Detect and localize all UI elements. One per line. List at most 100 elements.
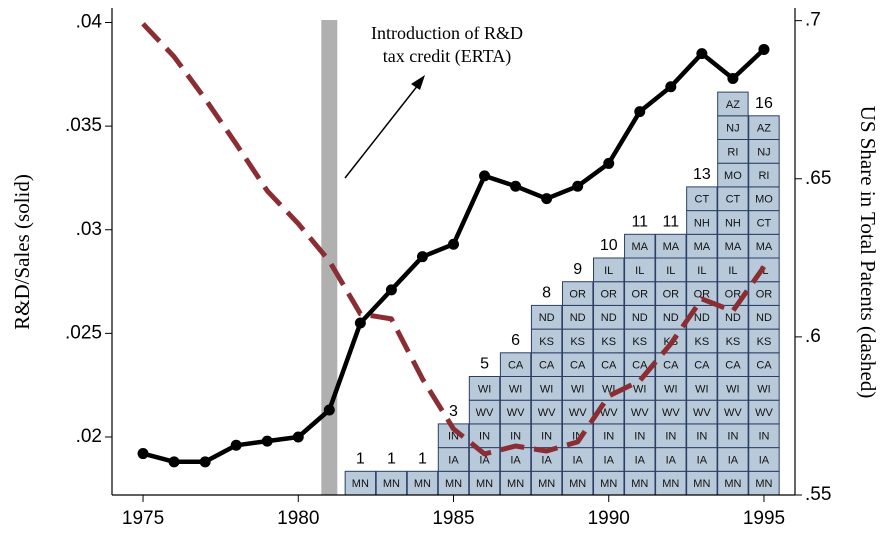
state-label: CA: [508, 360, 524, 372]
state-label: IA: [666, 454, 677, 466]
state-label: WV: [724, 407, 742, 419]
state-label: NH: [694, 217, 710, 229]
state-label: ND: [663, 312, 679, 324]
annotation-arrow: [344, 79, 423, 179]
y2-axis-label: US Share in Total Patents (dashed): [856, 106, 880, 399]
state-label: ND: [694, 312, 710, 324]
y-tick-label: .035: [65, 115, 102, 136]
state-label: MN: [476, 478, 493, 490]
state-label: MN: [569, 478, 586, 490]
state-label: WI: [757, 383, 770, 395]
data-point: [137, 448, 149, 460]
state-label: CT: [726, 194, 741, 206]
state-label: MN: [662, 478, 679, 490]
state-label: ND: [539, 312, 555, 324]
data-point: [230, 439, 242, 451]
data-point: [199, 456, 211, 468]
count-label: 5: [480, 356, 489, 373]
data-point: [758, 43, 770, 55]
state-label: IA: [479, 454, 490, 466]
state-label: WV: [569, 407, 587, 419]
count-label: 6: [511, 332, 520, 349]
state-label: OR: [663, 288, 680, 300]
x-tick-label: 1975: [122, 508, 164, 529]
state-label: IA: [541, 454, 552, 466]
state-label: MA: [694, 241, 711, 253]
state-label: IA: [697, 454, 708, 466]
state-label: CT: [757, 217, 772, 229]
state-label: IN: [665, 431, 676, 443]
state-label: KS: [632, 336, 647, 348]
state-label: KS: [539, 336, 554, 348]
annotation: tax credit (ERTA): [383, 46, 511, 67]
state-label: IL: [697, 265, 706, 277]
state-box: [748, 115, 780, 141]
state-label: ND: [570, 312, 586, 324]
state-box: [593, 257, 625, 283]
state-label: MO: [755, 194, 773, 206]
state-label: NJ: [726, 123, 739, 135]
data-point: [572, 180, 584, 192]
y-tick-label: .04: [76, 12, 103, 33]
count-label: 3: [449, 403, 458, 420]
data-point: [727, 72, 739, 84]
state-box: [437, 423, 470, 449]
state-label: WI: [633, 383, 646, 395]
state-label: OR: [600, 288, 617, 300]
state-box: [468, 376, 501, 401]
count-label: 9: [573, 261, 582, 278]
data-point: [541, 193, 553, 205]
state-box: [561, 281, 594, 306]
state-label: IN: [541, 431, 552, 443]
count-label: 8: [542, 285, 551, 302]
event-band: [321, 20, 338, 495]
state-label: MN: [755, 478, 772, 490]
series-line: [141, 22, 767, 457]
state-label: WV: [600, 407, 618, 419]
state-label: RI: [727, 146, 738, 158]
state-label: CA: [694, 360, 710, 372]
state-label: KS: [570, 336, 585, 348]
state-label: ND: [725, 312, 741, 324]
state-label: WI: [726, 383, 739, 395]
state-label: OR: [569, 288, 586, 300]
data-point: [168, 456, 180, 468]
state-label: MN: [600, 478, 617, 490]
count-label: 1: [418, 451, 427, 468]
state-label: CA: [601, 360, 617, 372]
state-label: AZ: [757, 123, 771, 135]
state-label: IN: [634, 431, 645, 443]
state-label: WV: [538, 407, 556, 419]
state-label: IN: [758, 431, 769, 443]
x-tick-label: 1980: [277, 508, 319, 529]
state-label: WI: [571, 383, 584, 395]
state-label: MN: [445, 478, 462, 490]
y-tick-label: .025: [65, 322, 102, 343]
state-label: WI: [664, 383, 677, 395]
state-label: MA: [632, 241, 649, 253]
state-label: CA: [663, 360, 679, 372]
state-label: IA: [604, 454, 615, 466]
state-label: RI: [758, 170, 769, 182]
state-label: WV: [631, 407, 649, 419]
state-box: [686, 186, 718, 212]
state-box: [530, 304, 563, 330]
state-label: IA: [728, 454, 739, 466]
state-label: IN: [572, 431, 583, 443]
state-box: [499, 352, 532, 377]
data-point: [448, 238, 459, 250]
state-label: WV: [507, 407, 525, 419]
state-label: ND: [756, 312, 772, 324]
state-label: WV: [476, 407, 494, 419]
state-label: WI: [478, 383, 491, 395]
annotation: Introduction of R&D: [371, 23, 523, 43]
state-label: IL: [604, 265, 613, 277]
data-point: [603, 157, 615, 169]
state-label: KS: [695, 336, 710, 348]
state-label: IA: [759, 454, 770, 466]
data-point: [665, 81, 677, 93]
y2-tick-label: .55: [805, 484, 831, 505]
state-label: IA: [572, 454, 583, 466]
state-label: OR: [756, 288, 773, 300]
